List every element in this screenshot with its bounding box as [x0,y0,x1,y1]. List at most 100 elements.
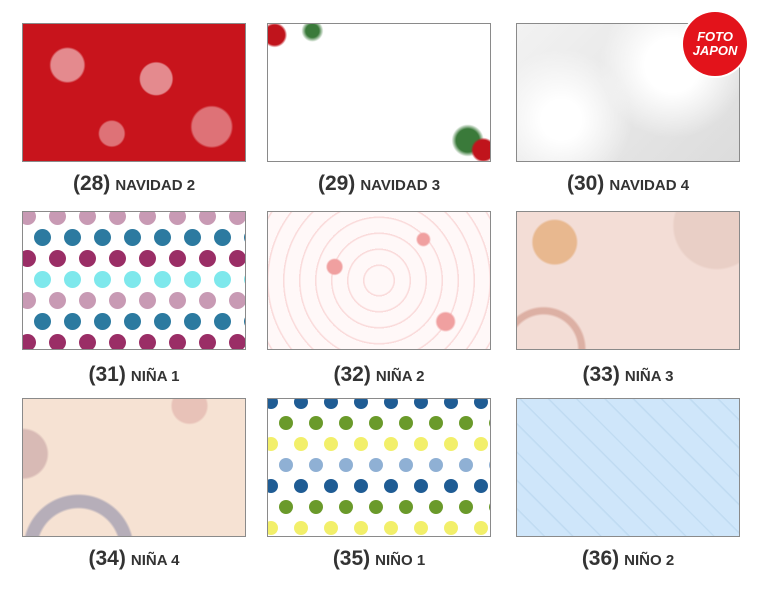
pattern-thumbnail-polka-dots[interactable] [267,398,491,537]
polka-dot [79,250,96,267]
polka-dot [279,500,293,514]
polka-dot [414,437,428,451]
polka-dot [79,212,96,225]
polka-dot [474,521,488,535]
pattern-thumbnail-white-christmas-corners[interactable] [267,23,491,162]
pattern-thumbnail-red-christmas[interactable] [22,23,246,162]
polka-dot [399,500,413,514]
polka-dot [23,334,36,349]
pattern-number: (33) [582,363,620,386]
pattern-number: (34) [88,547,126,570]
polka-dot [339,500,353,514]
polka-dot [369,500,383,514]
polka-dot [294,399,308,409]
pattern-card[interactable]: (36) NIÑO 2 [516,398,740,570]
polka-dot [354,399,368,409]
pattern-card[interactable]: (29) NAVIDAD 3 [267,23,491,195]
pattern-label: (36) NIÑO 2 [496,547,760,571]
pattern-thumbnail-hearts-swirls[interactable] [267,211,491,350]
pattern-card[interactable]: (28) NAVIDAD 2 [22,23,246,195]
polka-dot [94,229,111,246]
polka-dot [199,250,216,267]
polka-dot [79,292,96,309]
polka-dot [354,521,368,535]
polka-dot [64,313,81,330]
polka-dot [339,458,353,472]
pattern-name: NAVIDAD 3 [360,177,441,194]
polka-dot [49,292,66,309]
polka-dot [324,399,338,409]
polka-dot [444,521,458,535]
polka-dot [268,399,278,409]
polka-dot [244,229,245,246]
polka-dot [94,313,111,330]
pattern-thumbnail-boho-floral[interactable] [22,398,246,537]
polka-dot [414,521,428,535]
polka-dot [279,416,293,430]
polka-dot [184,313,201,330]
pattern-card[interactable]: (32) NIÑA 2 [267,211,491,386]
polka-dot [79,334,96,349]
pattern-label: (31) NIÑA 1 [2,363,266,387]
polka-dot [268,437,278,451]
polka-dot [354,437,368,451]
logo-text-japon: JAPON [692,43,738,58]
polka-dot [384,437,398,451]
pattern-label: (30) NAVIDAD 4 [496,172,760,196]
polka-dot [354,479,368,493]
logo: FOTO JAPON [683,12,747,76]
polka-dot [169,212,186,225]
pattern-card[interactable]: (31) NIÑA 1 [22,211,246,386]
polka-dot [139,292,156,309]
polka-dot [324,521,338,535]
polka-dot [199,292,216,309]
pattern-thumbnail-baby-doodles[interactable] [516,398,740,537]
polka-dot [199,212,216,225]
polka-dot [244,271,245,288]
pattern-number: (31) [88,363,126,386]
polka-dot [229,212,245,225]
polka-dot [244,313,245,330]
polka-dot [109,212,126,225]
pattern-label: (28) NAVIDAD 2 [2,172,266,196]
polka-dot [474,437,488,451]
pattern-number: (36) [581,547,620,570]
polka-dot [459,500,473,514]
pattern-name: NAVIDAD 4 [609,177,690,194]
polka-dot [459,458,473,472]
polka-dot [139,250,156,267]
pattern-card[interactable]: (33) NIÑA 3 [516,211,740,386]
polka-dot [444,399,458,409]
polka-dot [49,250,66,267]
polka-dot [154,313,171,330]
polka-dot [139,212,156,225]
pattern-name: NAVIDAD 2 [115,177,196,194]
pattern-name: NIÑO 1 [375,552,426,569]
polka-dot [199,334,216,349]
polka-dot [474,479,488,493]
pattern-thumbnail-boho-sun[interactable] [516,211,740,350]
polka-dot [489,416,490,430]
polka-dot [324,479,338,493]
polka-dot [184,271,201,288]
polka-dot [309,416,323,430]
polka-dot [474,399,488,409]
polka-dot [384,521,398,535]
polka-dot [444,437,458,451]
polka-dot [169,292,186,309]
polka-dot [414,399,428,409]
polka-dot [23,292,36,309]
pattern-name: NIÑA 3 [624,368,674,385]
pattern-name: NIÑA 4 [130,552,180,569]
pattern-card[interactable]: (35) NIÑO 1 [267,398,491,570]
polka-dot [124,313,141,330]
polka-dot [169,334,186,349]
pattern-card[interactable]: (34) NIÑA 4 [22,398,246,570]
polka-dot [154,271,171,288]
polka-dot [124,271,141,288]
polka-dot [429,500,443,514]
polka-dot [64,229,81,246]
pattern-thumbnail-polka-dots[interactable] [22,211,246,350]
pattern-label: (35) NIÑO 1 [247,547,511,571]
polka-dot [309,500,323,514]
